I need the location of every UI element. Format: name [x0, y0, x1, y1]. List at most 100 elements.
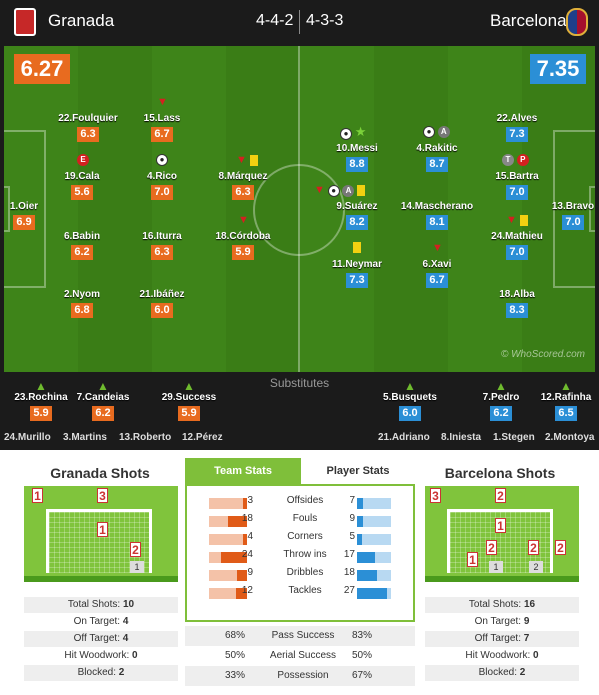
- bench-home-0[interactable]: 24.Murillo: [4, 432, 51, 443]
- away-zone-mid: 2: [486, 540, 497, 555]
- home-shots-total: Total Shots: 10: [24, 597, 178, 613]
- player-away-1[interactable]: 22.Alves 7.3: [496, 113, 538, 142]
- away-zone-out-top: 2: [495, 488, 506, 503]
- home-team-name[interactable]: Granada: [48, 11, 115, 30]
- bench-away-2[interactable]: 1.Stegen: [493, 432, 535, 443]
- formation-divider: [299, 10, 300, 34]
- sub-away-1[interactable]: ▲ 7.Pedro 6.2: [461, 380, 541, 421]
- barcelona-badge-icon: [566, 8, 588, 36]
- left-penalty-box: [4, 130, 46, 288]
- goal-assist-icon: ● A: [423, 125, 450, 139]
- sub-off-icon: ▼: [238, 214, 249, 226]
- player-home-0[interactable]: 1.Oier 6.9: [9, 201, 39, 230]
- sub-home-0[interactable]: ▲ 23.Rochina 5.9: [1, 380, 81, 421]
- player-home-10[interactable]: ▼ 18.Córdoba 5.9: [215, 214, 271, 260]
- stats-panel: Granada Shots 1 3 1 2 1 Total Shots: 10 …: [0, 450, 599, 695]
- red-circle-icon: E: [77, 153, 89, 167]
- goal-ball-icon: ●: [156, 153, 168, 167]
- granada-badge-icon: [14, 8, 36, 36]
- pct-row-aerial-success: 50% Aerial Success 50%: [225, 650, 373, 661]
- home-zone-blocked: 1: [130, 561, 144, 573]
- pitch: 6.27 7.35 1.Oier 6.9 22.Foulquier 6.3 E 19…: [4, 46, 595, 372]
- away-team-name[interactable]: Barcelona: [490, 11, 567, 30]
- away-shots-woodwork: Hit Woodwork: 0: [465, 650, 539, 661]
- pct-row-possession: 33% Possession 67%: [185, 666, 415, 686]
- player-away-4[interactable]: 18.Alba 8.3: [499, 289, 535, 318]
- player-home-2[interactable]: E 19.Cala 5.6: [64, 154, 100, 200]
- player-away-9[interactable]: ▼ ● A 9.Suárez 8.2: [314, 184, 378, 230]
- stat-row: 4 Corners 5: [187, 531, 413, 549]
- sub-off-icon: ▼: [432, 242, 443, 254]
- player-away-3[interactable]: ▼ 24.Mathieu 7.0: [491, 214, 543, 260]
- player-home-9[interactable]: ▼ 8.Márquez 6.3: [218, 154, 268, 200]
- sub-on-icon: ▲: [495, 379, 507, 393]
- player-home-7[interactable]: 16.Iturra 6.3: [142, 231, 182, 260]
- home-zone-out-left: 1: [32, 488, 43, 503]
- player-home-5[interactable]: ▼ 15.Lass 6.7: [143, 96, 181, 142]
- bench-home-3[interactable]: 12.Pérez: [182, 432, 223, 443]
- watermark: © WhoScored.com: [500, 349, 585, 360]
- player-away-6[interactable]: 14.Mascherano 8.1: [400, 201, 474, 230]
- pct-row-pass-success: 68% Pass Success 83%: [185, 626, 415, 646]
- away-shots-goal: 3 2 1 1 2 2 2 1 2: [425, 486, 579, 582]
- stat-row: 3 Offsides 7: [187, 495, 413, 513]
- sub-home-2[interactable]: ▲ 29.Success 5.9: [149, 380, 229, 421]
- team-stats: Team Stats Player Stats 3 Offsides 7 18 Fou…: [185, 458, 415, 690]
- tab-team-stats[interactable]: Team Stats: [185, 458, 301, 484]
- bench-home-2[interactable]: 13.Roberto: [119, 432, 172, 443]
- sub-on-icon: ▲: [404, 379, 416, 393]
- player-away-7[interactable]: ▼ 6.Xavi 6.7: [422, 242, 452, 288]
- right-goal: [589, 186, 595, 232]
- away-zone-blocked-2: 2: [529, 561, 543, 573]
- home-shots-on-target: On Target: 4: [73, 616, 129, 627]
- team-stats-box: 3 Offsides 7 18 Fouls 9 4 Corners 5 24 Throw in…: [185, 484, 415, 622]
- player-away-2[interactable]: T P 15.Bartra 7.0: [495, 154, 539, 200]
- home-shots-goal: 1 3 1 2 1: [24, 486, 178, 582]
- bench-home-1[interactable]: 3.Martins: [63, 432, 107, 443]
- tab-player-stats[interactable]: Player Stats: [326, 465, 390, 477]
- player-home-6[interactable]: ● 4.Rico 7.0: [146, 154, 177, 200]
- player-home-4[interactable]: 2.Nyom 6.8: [63, 289, 101, 318]
- away-formation[interactable]: 4-3-3: [306, 12, 344, 29]
- stat-row: 12 Tackles 27: [187, 585, 413, 603]
- player-away-10[interactable]: 11.Neymar 7.3: [302, 241, 412, 288]
- home-shots-off-target: Off Target: 4: [24, 631, 178, 647]
- away-zone-right: 2: [528, 540, 539, 555]
- goal-star-icon: ● ★: [340, 125, 366, 140]
- home-shots-blocked: Blocked: 2: [24, 665, 178, 681]
- away-shots-blocked: Blocked: 2: [425, 665, 579, 681]
- player-away-8[interactable]: ● ★ 10.Messi 8.8: [336, 124, 378, 172]
- left-goal: [4, 186, 10, 232]
- away-shots-total: Total Shots: 16: [425, 597, 579, 613]
- away-zone-out-right: 2: [555, 540, 566, 555]
- home-formation[interactable]: 4-4-2: [256, 12, 294, 29]
- home-shots-woodwork: Hit Woodwork: 0: [64, 650, 138, 661]
- away-zone-left: 1: [467, 552, 478, 567]
- home-zone-out-top: 3: [97, 488, 108, 503]
- player-home-1[interactable]: 22.Foulquier 6.3: [58, 113, 118, 142]
- sub-on-icon: ▲: [35, 379, 47, 393]
- bench-away-0[interactable]: 21.Adriano: [378, 432, 430, 443]
- bench-away-1[interactable]: 8.Iniesta: [441, 432, 482, 443]
- sub-home-1[interactable]: ▲ 7.Candeias 6.2: [63, 380, 143, 421]
- sub-on-icon: ▲: [183, 379, 195, 393]
- yellow-card-icon: [353, 241, 361, 255]
- sub-away-2[interactable]: ▲ 12.Rafinha 6.5: [526, 380, 599, 421]
- player-home-3[interactable]: 6.Babin 6.2: [63, 231, 101, 260]
- away-shots-on-target: On Target: 9: [474, 616, 530, 627]
- player-away-5[interactable]: ● A 4.Rakitic 8.7: [416, 126, 458, 172]
- right-penalty-box: [553, 130, 595, 288]
- home-zone-right: 2: [130, 542, 141, 557]
- home-shots-title: Granada Shots: [50, 465, 150, 481]
- stat-row: 24 Throw ins 17: [187, 549, 413, 567]
- bench-away-3[interactable]: 2.Montoya: [545, 432, 595, 443]
- player-home-8[interactable]: 21.Ibáñez 6.0: [139, 289, 185, 318]
- player-away-0[interactable]: 13.Bravo 7.0: [551, 201, 595, 230]
- card-circles-icon: T P: [502, 153, 529, 167]
- stat-row: 9 Dribbles 18: [187, 567, 413, 585]
- away-shots-title: Barcelona Shots: [444, 465, 556, 481]
- match-header: Granada 4-4-2 4-3-3 Barcelona: [0, 0, 599, 46]
- stat-row: 18 Fouls 9: [187, 513, 413, 531]
- sub-away-0[interactable]: ▲ 5.Busquets 6.0: [370, 380, 450, 421]
- home-zone-center: 1: [97, 522, 108, 537]
